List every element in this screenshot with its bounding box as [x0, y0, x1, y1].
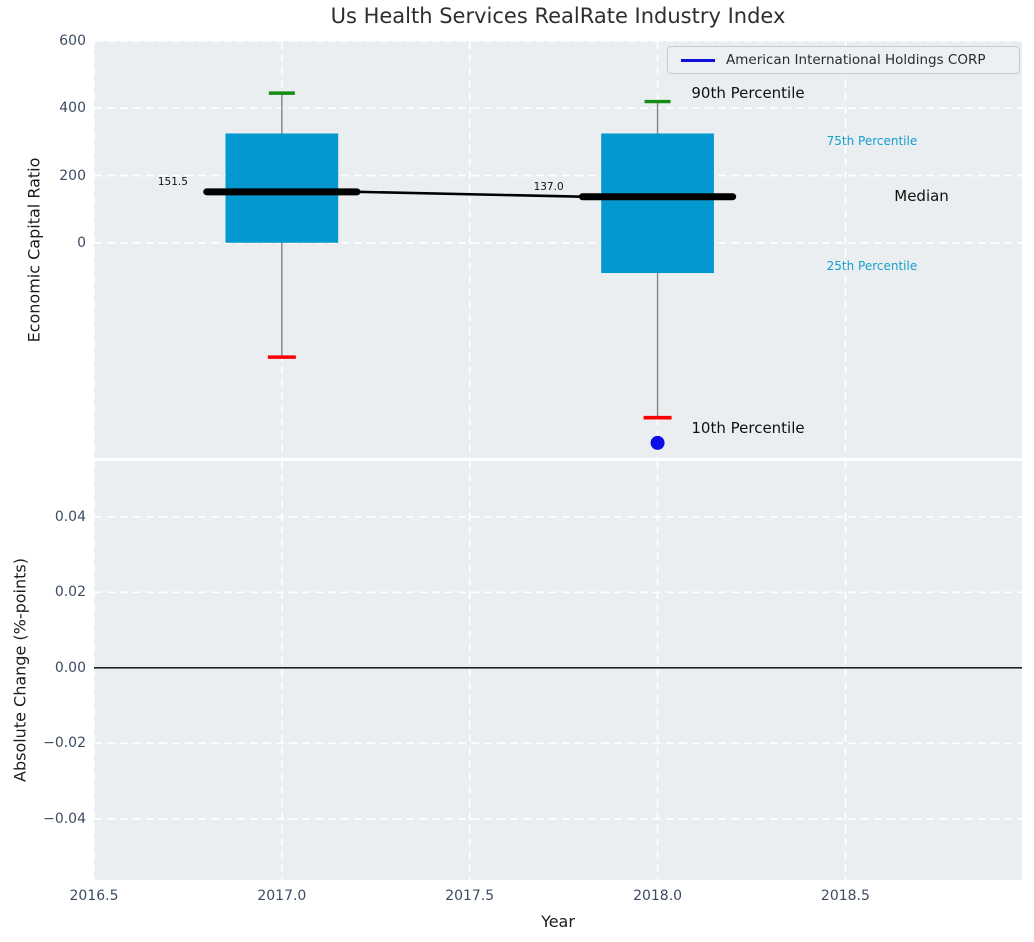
y-tick-label-top: 0: [77, 234, 86, 251]
y-tick-label-bottom: 0.04: [54, 508, 86, 525]
median-value-label: 137.0: [533, 181, 564, 194]
iqr-box: [225, 133, 339, 243]
chart-title: Us Health Services RealRate Industry Ind…: [330, 4, 786, 28]
plot-canvas: [94, 461, 1022, 880]
legend-label: American International Holdings CORP: [726, 52, 986, 68]
y-tick-label-bottom: 0.02: [54, 584, 86, 601]
annotation-p90-percentile-label: 90th Percentile: [691, 84, 805, 103]
outlier-dot: [650, 435, 665, 450]
x-tick-label: 2018.0: [633, 888, 683, 904]
median-trend-line: [356, 190, 583, 199]
y-tick-label-bottom: −0.04: [43, 810, 86, 827]
y-tick-label-top: 200: [59, 167, 86, 184]
annotation-p25-percentile-label: 25th Percentile: [826, 258, 918, 273]
annotation-median-percentile-label: Median: [894, 187, 949, 206]
x-axis-label-year: Year: [541, 912, 575, 931]
annotation-p10-percentile-label: 10th Percentile: [691, 419, 805, 438]
x-tick-label: 2018.5: [820, 888, 870, 904]
median-value-label: 151.5: [157, 176, 188, 189]
y-tick-label-bottom: 0.00: [54, 659, 86, 676]
plot-canvas: [94, 41, 1022, 458]
annotation-p75-percentile-label: 75th Percentile: [826, 133, 918, 148]
iqr-box: [601, 133, 714, 274]
x-tick-label: 2017.5: [445, 888, 495, 904]
x-tick-label: 2016.5: [69, 888, 119, 904]
top-plot-area: 90th Percentile 75th Percentile Median 25th…: [94, 41, 1022, 458]
y-tick-label-top: 400: [59, 100, 86, 117]
legend-box: American International Holdings CORP: [667, 46, 1020, 74]
legend-line-sample-icon: [681, 58, 715, 62]
y-tick-label-top: 600: [59, 33, 86, 49]
x-tick-label: 2017.0: [257, 888, 307, 904]
bottom-plot-area: [94, 461, 1022, 880]
y-tick-label-bottom: −0.02: [43, 735, 86, 752]
